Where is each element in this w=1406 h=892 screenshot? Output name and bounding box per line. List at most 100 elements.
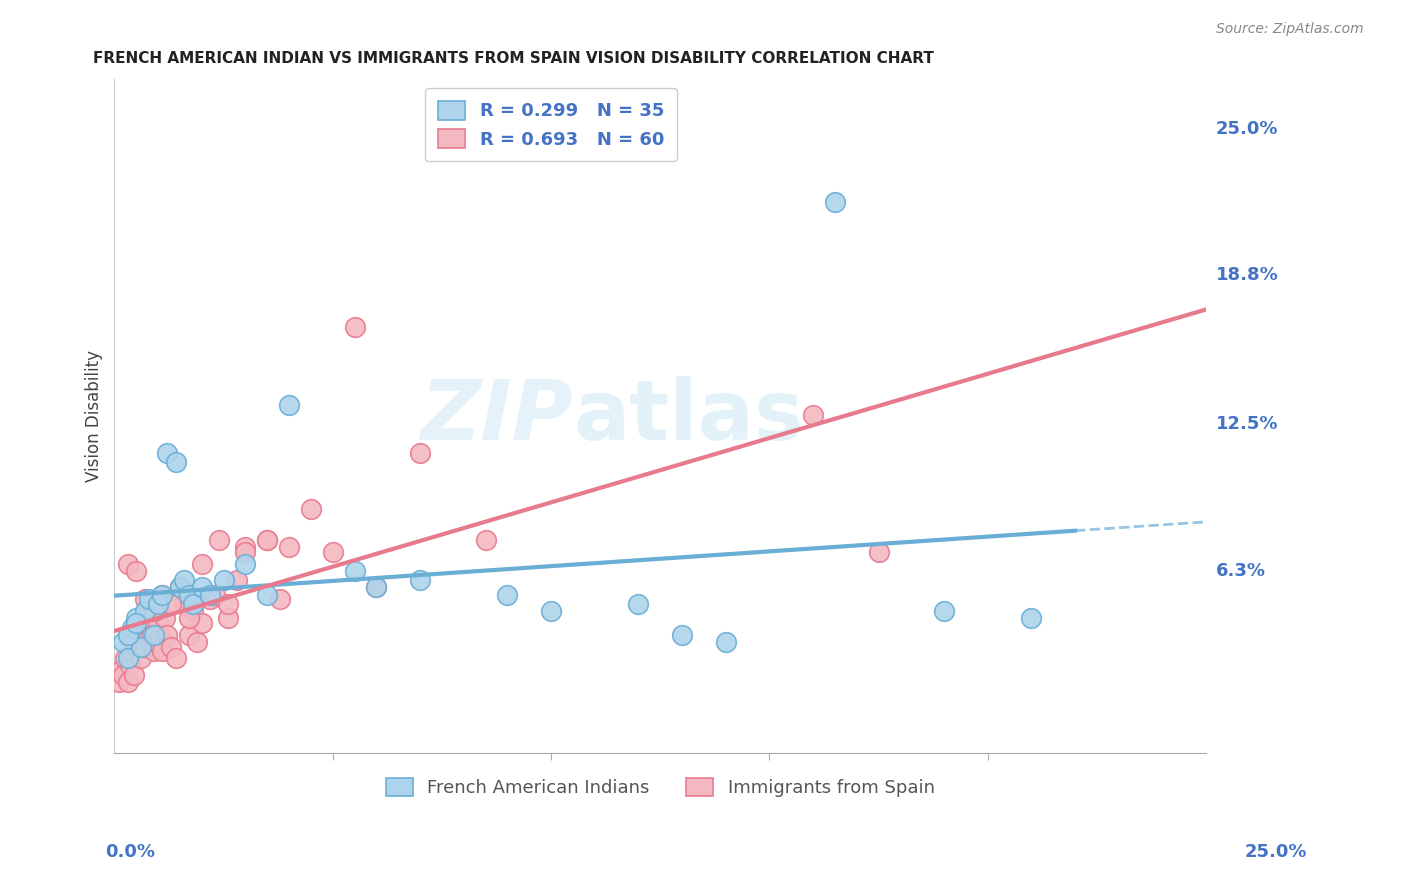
Point — [343, 564, 366, 578]
Point — [932, 604, 955, 618]
Point — [156, 628, 179, 642]
Point — [177, 588, 200, 602]
Point — [107, 675, 129, 690]
Point — [117, 557, 139, 571]
Point — [200, 592, 222, 607]
Point — [118, 658, 141, 673]
Point — [160, 597, 183, 611]
Point — [114, 651, 136, 665]
Point — [278, 541, 301, 555]
Point — [190, 615, 212, 630]
Point — [343, 320, 366, 334]
Point — [496, 588, 519, 602]
Point — [156, 446, 179, 460]
Point — [145, 634, 167, 648]
Point — [235, 545, 257, 559]
Text: atlas: atlas — [572, 376, 804, 457]
Point — [235, 557, 257, 571]
Point — [200, 588, 222, 602]
Point — [125, 615, 148, 630]
Point — [142, 644, 165, 658]
Point — [169, 581, 191, 595]
Point — [169, 581, 191, 595]
Legend: French American Indians, Immigrants from Spain: French American Indians, Immigrants from… — [378, 771, 942, 805]
Point — [121, 621, 143, 635]
Point — [117, 651, 139, 665]
Point — [256, 533, 278, 548]
Point — [181, 604, 204, 618]
Point — [212, 574, 235, 588]
Point — [322, 545, 344, 559]
Point — [671, 628, 693, 642]
Point — [165, 455, 187, 469]
Text: Source: ZipAtlas.com: Source: ZipAtlas.com — [1216, 22, 1364, 37]
Point — [127, 628, 149, 642]
Point — [152, 644, 174, 658]
Point — [173, 574, 195, 588]
Point — [169, 581, 191, 595]
Point — [217, 611, 239, 625]
Point — [868, 545, 890, 559]
Point — [627, 597, 650, 611]
Point — [801, 408, 824, 422]
Point — [136, 611, 159, 625]
Point — [217, 597, 239, 611]
Point — [165, 651, 187, 665]
Point — [173, 597, 195, 611]
Point — [121, 644, 143, 658]
Point — [204, 588, 226, 602]
Point — [125, 611, 148, 625]
Point — [112, 634, 135, 648]
Point — [186, 634, 208, 648]
Point — [540, 604, 562, 618]
Text: 25.0%: 25.0% — [1246, 843, 1308, 861]
Point — [142, 628, 165, 642]
Point — [141, 628, 163, 642]
Point — [134, 640, 156, 654]
Point — [208, 533, 231, 548]
Point — [122, 668, 145, 682]
Point — [129, 651, 152, 665]
Point — [138, 604, 160, 618]
Point — [152, 588, 174, 602]
Point — [134, 604, 156, 618]
Point — [366, 581, 388, 595]
Point — [714, 634, 737, 648]
Point — [235, 541, 257, 555]
Point — [256, 533, 278, 548]
Point — [177, 628, 200, 642]
Point — [474, 533, 496, 548]
Point — [129, 640, 152, 654]
Point — [299, 502, 322, 516]
Point — [138, 592, 160, 607]
Point — [146, 615, 169, 630]
Point — [112, 668, 135, 682]
Point — [409, 574, 432, 588]
Point — [125, 564, 148, 578]
Text: 0.0%: 0.0% — [105, 843, 156, 861]
Y-axis label: Vision Disability: Vision Disability — [86, 350, 103, 482]
Text: ZIP: ZIP — [420, 376, 572, 457]
Point — [149, 628, 172, 642]
Point — [366, 581, 388, 595]
Point — [181, 597, 204, 611]
Point — [117, 628, 139, 642]
Point — [160, 640, 183, 654]
Point — [225, 574, 247, 588]
Point — [132, 621, 155, 635]
Point — [1021, 611, 1043, 625]
Point — [110, 663, 132, 677]
Point — [125, 640, 148, 654]
Point — [177, 611, 200, 625]
Point — [824, 195, 846, 210]
Point — [152, 588, 174, 602]
Point — [409, 446, 432, 460]
Point — [153, 611, 176, 625]
Point — [142, 604, 165, 618]
Point — [134, 592, 156, 607]
Point — [278, 399, 301, 413]
Point — [146, 597, 169, 611]
Point — [117, 675, 139, 690]
Point — [256, 588, 278, 602]
Point — [190, 557, 212, 571]
